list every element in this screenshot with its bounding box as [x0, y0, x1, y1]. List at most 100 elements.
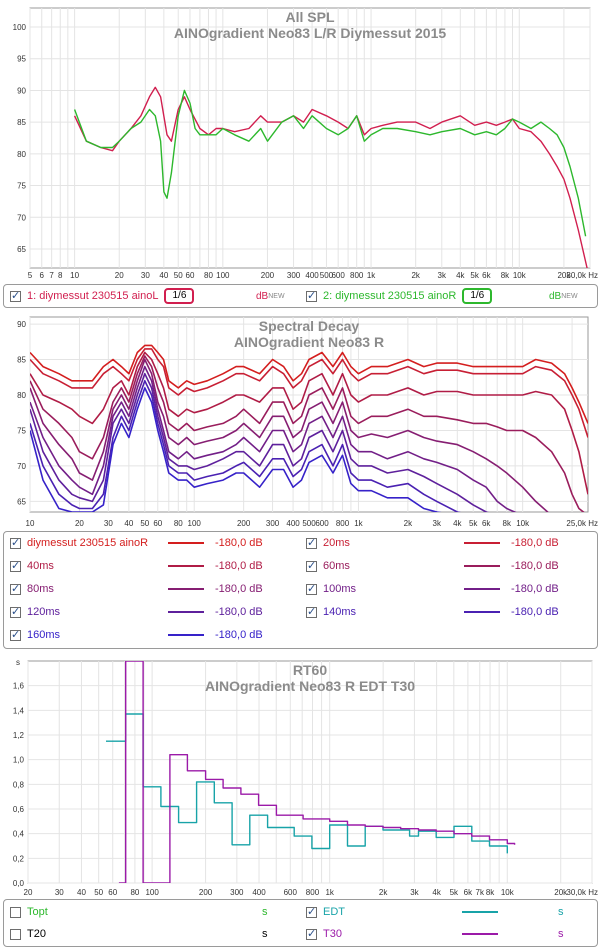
series-line-20ms — [30, 348, 588, 438]
series-line-1-diymessut-230515-ainol — [73, 86, 588, 268]
y-tick-label: 75 — [17, 426, 26, 435]
x-tick-label: 5k — [470, 271, 479, 280]
decay-legend-item[interactable]: 80ms — [10, 580, 54, 598]
x-tick-label: 20k — [557, 271, 571, 280]
rt60-legend-item[interactable]: T30 — [306, 925, 342, 943]
chart-title: Spectral Decay — [259, 318, 360, 334]
x-tick-label: 7 — [49, 271, 54, 280]
spl-legend-item-1[interactable]: 1: diymessut 230515 ainoL 1/6 — [10, 287, 195, 305]
series-line-diymessut-230515-ainor — [30, 344, 588, 424]
decay-legend-swatch — [464, 542, 500, 544]
spl-legend-checkbox-2[interactable] — [306, 289, 317, 302]
rt60-legend-label: Topt — [27, 906, 48, 918]
x-tick-label: 300 — [230, 888, 244, 897]
x-tick-label: 4k — [456, 271, 465, 280]
decay-legend-label: 60ms — [323, 560, 350, 572]
decay-legend-checkbox[interactable] — [10, 605, 21, 618]
decay-legend-item[interactable]: diymessut 230515 ainoR — [10, 534, 148, 552]
decay-legend-swatch — [464, 611, 500, 613]
rt60-legend-swatch — [462, 911, 498, 913]
y-tick-label: 0,2 — [13, 854, 25, 863]
decay-legend-value: -180,0 dB — [215, 606, 263, 618]
decay-legend-checkbox[interactable] — [10, 582, 21, 595]
x-tick-label: 50 — [174, 271, 183, 280]
spl-legend-item-2[interactable]: 2: diymessut 230515 ainoR 1/6 — [306, 287, 493, 305]
spl-legend-label-1: 1: diymessut 230515 ainoL — [27, 290, 159, 302]
decay-legend-item[interactable]: 20ms — [306, 534, 350, 552]
y-tick-label: 80 — [17, 391, 26, 400]
decay-legend-label: 20ms — [323, 537, 350, 549]
decay-legend-checkbox[interactable] — [10, 536, 21, 549]
decay-legend-checkbox[interactable] — [306, 536, 317, 549]
decay-legend-swatch — [168, 565, 204, 567]
x-tick-label: 6k — [482, 519, 491, 528]
y-tick-label: 1,6 — [13, 682, 25, 691]
y-tick-label: 80 — [17, 150, 26, 159]
rt60-legend-unit: s — [558, 906, 564, 918]
spl-chart-panel: All SPL AINOgradient Neo83 L/R Diymessut … — [0, 0, 600, 282]
decay-legend-checkbox[interactable] — [306, 605, 317, 618]
rt60-legend-item[interactable]: EDT — [306, 903, 345, 921]
rt60-legend-item[interactable]: Topt — [10, 903, 48, 921]
series-line-t30 — [118, 661, 516, 883]
x-tick-label: 1k — [367, 271, 376, 280]
decay-legend-swatch — [168, 611, 204, 613]
rt60-legend-unit: s — [262, 928, 268, 940]
decay-legend-value: -180,0 dB — [511, 606, 559, 618]
decay-legend-checkbox[interactable] — [306, 559, 317, 572]
decay-legend-checkbox[interactable] — [306, 582, 317, 595]
x-tick-label: 600 — [284, 888, 298, 897]
x-tick-label: 5 — [28, 271, 33, 280]
decay-legend-item[interactable]: 120ms — [10, 603, 60, 621]
decay-legend-item[interactable]: 160ms — [10, 626, 60, 644]
x-tick-label: 20 — [115, 271, 124, 280]
series-line-160ms — [30, 387, 442, 512]
spl-legend-db-1: dB NEW — [256, 287, 285, 305]
x-tick-label: 80 — [174, 519, 183, 528]
rt60-legend-checkbox[interactable] — [10, 906, 21, 918]
x-tick-label: 30,0k Hz — [566, 271, 598, 280]
x-tick-label: 200 — [261, 271, 275, 280]
rt60-legend-checkbox[interactable] — [306, 905, 317, 918]
smoothing-button-1[interactable]: 1/6 — [164, 288, 195, 304]
decay-legend-item[interactable]: 40ms — [10, 557, 54, 575]
x-tick-label: 500 — [302, 519, 316, 528]
x-tick-label: 600 — [331, 271, 345, 280]
x-tick-label: 800 — [336, 519, 350, 528]
y-unit-label: s — [16, 658, 20, 667]
x-tick-label: 6 — [40, 271, 45, 280]
series-line-2-diymessut-230515-ainor — [73, 89, 587, 237]
decay-legend-item[interactable]: 100ms — [306, 580, 356, 598]
rt60-legend-checkbox[interactable] — [306, 927, 317, 940]
x-tick-label: 1k — [354, 519, 363, 528]
chart-title: RT60 — [293, 662, 327, 678]
y-tick-label: 90 — [17, 86, 26, 95]
y-tick-label: 70 — [17, 462, 26, 471]
rt60-legend-checkbox[interactable] — [10, 928, 21, 940]
decay-legend-checkbox[interactable] — [10, 628, 21, 641]
decay-legend-swatch — [168, 588, 204, 590]
decay-legend-item[interactable]: 60ms — [306, 557, 350, 575]
x-tick-label: 300 — [266, 519, 280, 528]
x-tick-label: 3k — [438, 271, 447, 280]
y-tick-label: 0,8 — [13, 780, 25, 789]
x-tick-label: 60 — [108, 888, 117, 897]
x-tick-label: 25,0k Hz — [566, 519, 598, 528]
x-tick-label: 400 — [286, 519, 300, 528]
decay-legend-item[interactable]: 140ms — [306, 603, 356, 621]
x-tick-label: 30 — [55, 888, 64, 897]
series-line-140ms — [30, 380, 462, 512]
y-tick-label: 100 — [13, 23, 27, 32]
y-tick-label: 90 — [17, 320, 26, 329]
decay-legend-swatch — [464, 565, 500, 567]
x-tick-label: 8k — [501, 271, 510, 280]
x-tick-label: 200 — [237, 519, 251, 528]
spl-legend-checkbox-1[interactable] — [10, 289, 21, 302]
chart-subtitle: AINOgradient Neo83 R — [234, 334, 384, 350]
spl-legend-db-text-2: dB — [549, 290, 562, 302]
spl-legend-db-text-1: dB — [256, 290, 269, 302]
decay-legend-checkbox[interactable] — [10, 559, 21, 572]
rt60-legend-item[interactable]: T20 — [10, 925, 46, 943]
smoothing-button-2[interactable]: 1/6 — [462, 288, 493, 304]
